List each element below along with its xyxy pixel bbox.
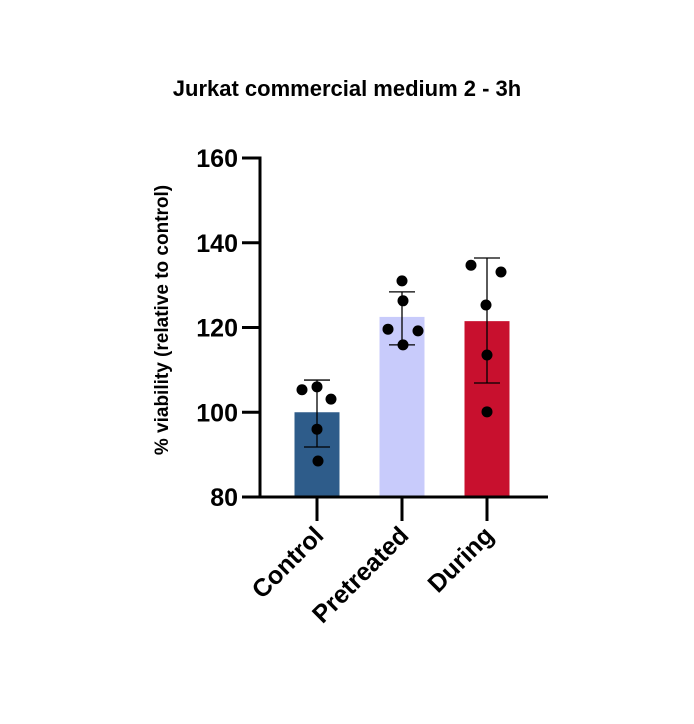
y-tick-label: 140 [196,230,238,258]
data-point [412,325,424,337]
data-point [480,299,492,311]
data-point [465,259,477,271]
bar-control [294,379,340,496]
bar-pretreated [379,275,425,496]
data-point [312,455,324,467]
y-tick-label: 160 [196,145,238,173]
data-point [382,323,394,335]
x-tick-label: Control [247,521,330,604]
data-point [325,393,337,405]
y-axis: 80 100 120 140 160 [196,145,262,512]
data-point [397,295,409,307]
x-tick-label: During [422,521,499,598]
data-point [396,275,408,287]
data-point [296,384,308,396]
y-axis-label: % viability (relative to control) [152,185,173,455]
chart-title: Jurkat commercial medium 2 - 3h [173,76,521,101]
data-point [495,266,507,278]
y-tick-label: 120 [196,315,238,343]
y-tick-label: 80 [210,484,238,512]
data-point [481,406,493,418]
y-tick-label: 100 [196,399,238,427]
data-point [311,381,323,393]
data-point [481,349,493,361]
bars-group [294,257,510,496]
bar-during [464,257,510,496]
data-point [311,423,323,435]
data-point [397,339,409,351]
